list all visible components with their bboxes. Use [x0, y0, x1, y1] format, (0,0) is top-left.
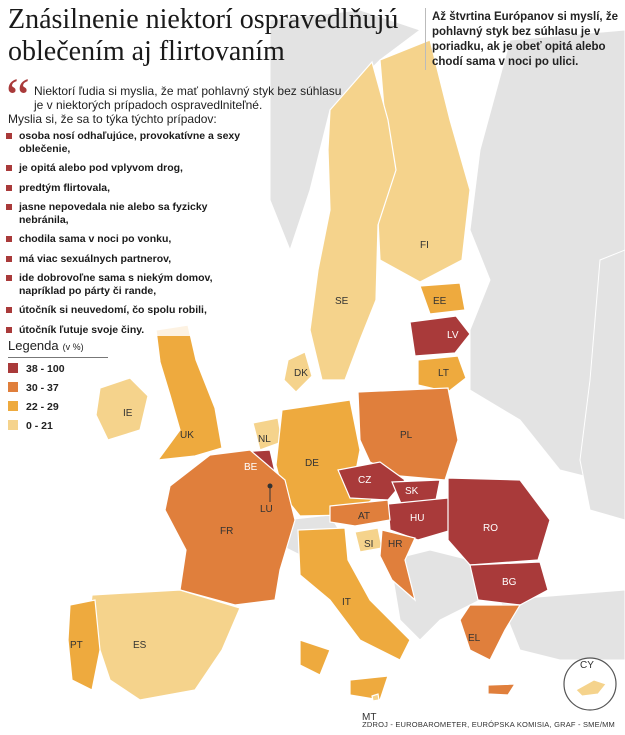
legend-swatch [8, 401, 18, 411]
country-lv [409, 315, 471, 357]
label-hu: HU [410, 513, 424, 524]
country-mt [371, 693, 380, 702]
bullet-icon [6, 326, 12, 333]
legend-swatch [8, 420, 18, 430]
label-lu: LU [260, 504, 273, 515]
label-pl: PL [400, 430, 413, 441]
lu-pointer [267, 483, 273, 502]
label-se: SE [335, 296, 349, 307]
case-item: osoba nosí odhaľujúce, provokatívne a se… [6, 130, 256, 155]
legend-divider [8, 357, 108, 358]
label-mt: MT [362, 712, 376, 723]
country-ro [447, 477, 551, 566]
country-lt [417, 355, 467, 393]
label-be: BE [244, 462, 258, 473]
legend-item: 38 - 100 [8, 363, 65, 375]
label-pt: PT [70, 640, 83, 651]
legend-swatch [8, 382, 18, 392]
bullet-icon [6, 133, 12, 139]
label-ie: IE [123, 408, 133, 419]
legend-title: Legenda (v %) [8, 338, 84, 353]
label-ro: RO [483, 523, 498, 534]
cyprus-inset [563, 657, 617, 711]
label-fi: FI [420, 240, 429, 251]
label-dk: DK [294, 368, 308, 379]
bullet-icon [6, 275, 12, 281]
label-nl: NL [258, 434, 271, 445]
bullet-icon [6, 204, 12, 210]
quote-mark-icon: “ [6, 67, 30, 127]
member-states [67, 39, 551, 702]
country-it [297, 527, 411, 701]
country-pl [357, 387, 459, 481]
country-uk [155, 324, 223, 461]
country-hu [387, 497, 453, 541]
quote-text: Niektorí ľudia si myslia, že mať pohlavn… [34, 84, 342, 112]
label-bg: BG [502, 577, 517, 588]
legend-item: 22 - 29 [8, 401, 65, 413]
legend-item: 30 - 37 [8, 382, 65, 394]
case-item: útočník ľutuje svoje činy. [6, 323, 256, 336]
label-sk: SK [405, 486, 419, 497]
label-hr: HR [388, 539, 402, 550]
country-se [309, 60, 397, 381]
case-item: je opitá alebo pod vplyvom drog, [6, 162, 256, 175]
bullet-icon [6, 307, 12, 313]
country-at [329, 499, 391, 527]
country-ie [95, 377, 149, 441]
label-de: DE [305, 458, 319, 469]
label-si: SI [364, 539, 373, 550]
country-labels: FI SE EE LV LT DK IE UK NL BE LU DE PL C… [70, 240, 594, 723]
country-pt [67, 599, 101, 691]
label-cz: CZ [358, 475, 371, 486]
source-note: ZDROJ - EUROBAROMETER, EURÓPSKA KOMISIA,… [362, 720, 615, 729]
bullet-icon [6, 236, 12, 242]
title-line-2: oblečením aj flirtovaním [8, 36, 285, 67]
case-item: ide dobrovoľne sama s niekým domov, napr… [6, 272, 256, 297]
side-note: Až štvrtina Európanov si myslí, že pohla… [432, 11, 618, 68]
label-cy: CY [580, 660, 594, 671]
case-list: osoba nosí odhaľujúce, provokatívne a se… [6, 130, 256, 343]
non-member-land [269, 9, 625, 661]
title-line-1: Znásilnenie niektorí ospravedlňujú [8, 4, 399, 35]
country-fr [164, 449, 296, 606]
case-item: chodila sama v noci po vonku, [6, 233, 256, 246]
label-ee: EE [433, 296, 447, 307]
country-dk [283, 351, 313, 393]
country-bg [469, 561, 549, 606]
legend: 38 - 100 30 - 37 22 - 29 0 - 21 [8, 363, 65, 439]
case-item: má viac sexuálnych partnerov, [6, 252, 256, 265]
label-lt: LT [438, 368, 449, 379]
label-el: EL [468, 633, 481, 644]
label-at: AT [358, 511, 370, 522]
legend-swatch [8, 363, 18, 373]
quote-subtext: Myslia si, že sa to týka týchto prípadov… [8, 112, 217, 126]
bullet-icon [6, 165, 12, 171]
country-el [459, 604, 522, 696]
label-uk: UK [180, 430, 194, 441]
bullet-icon [6, 255, 12, 262]
country-hr [379, 529, 417, 602]
label-es: ES [133, 640, 147, 651]
legend-unit: (v %) [62, 342, 84, 352]
case-item: jasne nepovedala nie alebo sa fyzicky ne… [6, 201, 256, 226]
label-it: IT [342, 597, 351, 608]
case-item: útočník si neuvedomí, čo spolu robili, [6, 304, 256, 317]
bullet-icon [6, 184, 12, 191]
country-cy [575, 679, 607, 697]
legend-item: 0 - 21 [8, 420, 65, 432]
label-fr: FR [220, 526, 233, 537]
label-lv: LV [447, 330, 459, 341]
country-ee [419, 282, 466, 315]
title-divider [425, 8, 426, 70]
page-title: Znásilnenie niektorí ospravedlňujú obleč… [8, 4, 418, 68]
case-item: predtým flirtovala, [6, 181, 256, 194]
country-es [87, 589, 241, 701]
